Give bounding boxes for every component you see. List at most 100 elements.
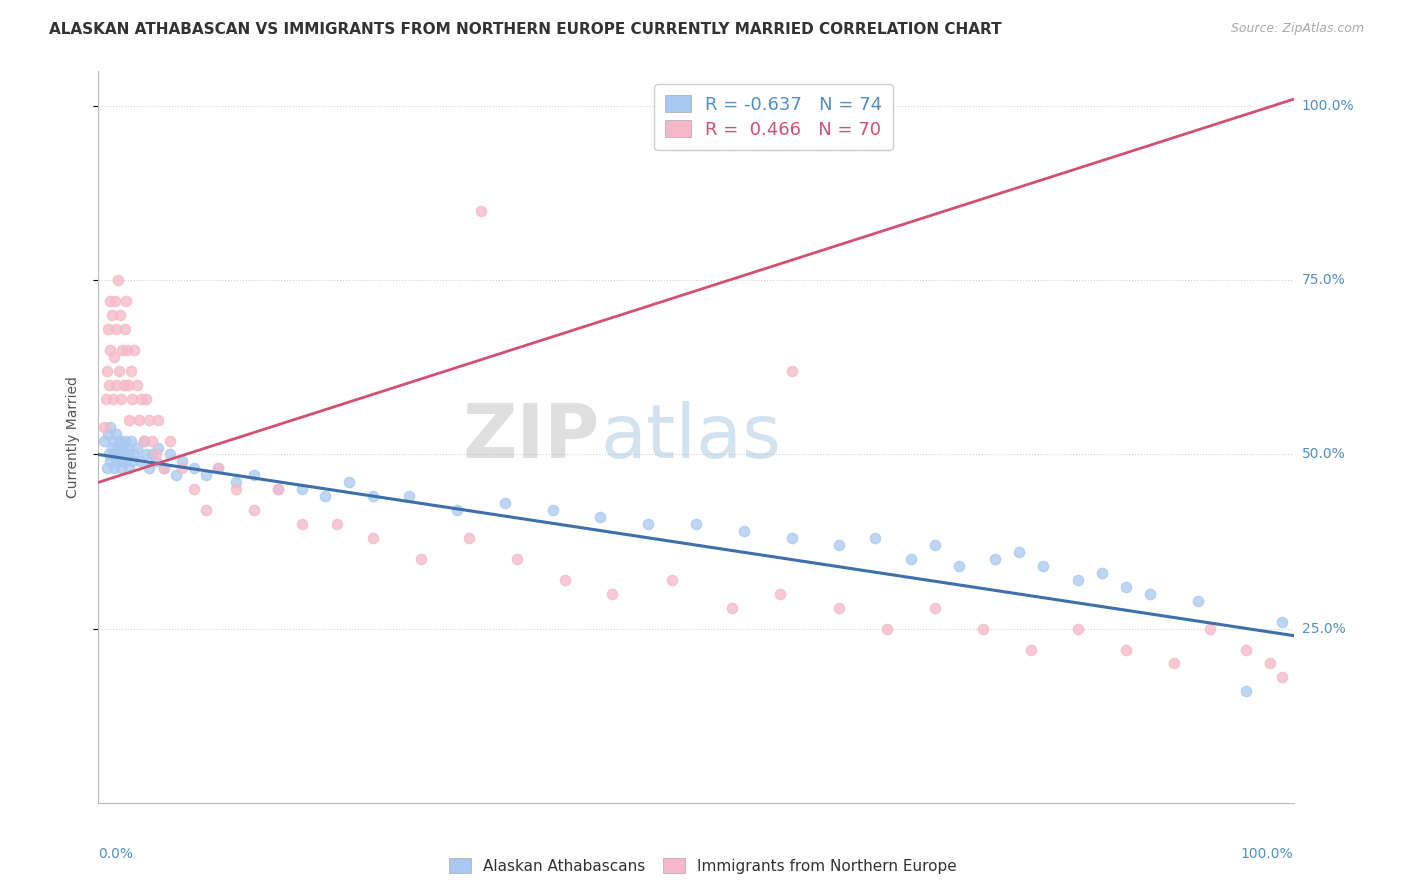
Point	[207, 461, 229, 475]
Point	[105, 322, 128, 336]
Point	[1163, 657, 1185, 671]
Point	[135, 392, 157, 406]
Point	[98, 419, 122, 434]
Point	[117, 448, 139, 462]
Point	[138, 461, 160, 475]
Point	[1187, 594, 1209, 608]
Point	[114, 434, 136, 448]
Point	[120, 364, 142, 378]
Point	[118, 412, 141, 426]
Point	[100, 308, 122, 322]
Point	[108, 434, 131, 448]
Point	[721, 600, 744, 615]
Point	[411, 552, 433, 566]
Point	[828, 538, 851, 552]
Point	[115, 454, 138, 468]
Point	[470, 203, 492, 218]
Point	[363, 489, 385, 503]
Point	[148, 412, 170, 426]
Point	[494, 496, 516, 510]
Point	[112, 377, 135, 392]
Point	[104, 448, 127, 462]
Point	[506, 552, 529, 566]
Point	[114, 322, 136, 336]
Point	[733, 524, 755, 538]
Point	[1258, 657, 1281, 671]
Point	[115, 343, 138, 357]
Point	[111, 454, 134, 468]
Point	[153, 461, 176, 475]
Point	[118, 461, 141, 475]
Point	[685, 517, 707, 532]
Point	[243, 468, 266, 483]
Point	[145, 448, 167, 462]
Text: atlas: atlas	[600, 401, 782, 474]
Point	[96, 461, 118, 475]
Point	[207, 461, 229, 475]
Point	[1199, 622, 1222, 636]
Point	[98, 454, 122, 468]
Point	[984, 552, 1007, 566]
Text: 75.0%: 75.0%	[1302, 273, 1346, 287]
Text: 100.0%: 100.0%	[1302, 99, 1354, 113]
Point	[972, 622, 994, 636]
Point	[554, 573, 576, 587]
Point	[105, 377, 128, 392]
Point	[828, 600, 851, 615]
Point	[108, 308, 131, 322]
Point	[105, 426, 128, 441]
Point	[141, 434, 163, 448]
Text: 50.0%: 50.0%	[1302, 448, 1346, 461]
Point	[97, 322, 120, 336]
Point	[661, 573, 683, 587]
Point	[117, 377, 139, 392]
Point	[110, 392, 132, 406]
Point	[1067, 573, 1090, 587]
Point	[110, 461, 132, 475]
Point	[637, 517, 659, 532]
Point	[1271, 615, 1294, 629]
Point	[541, 503, 564, 517]
Point	[172, 461, 194, 475]
Point	[291, 517, 314, 532]
Point	[141, 448, 163, 462]
Text: 0.0%: 0.0%	[98, 847, 134, 861]
Point	[1115, 580, 1137, 594]
Point	[112, 448, 135, 462]
Point	[107, 364, 129, 378]
Point	[1067, 622, 1090, 636]
Point	[1234, 684, 1257, 698]
Point	[267, 483, 290, 497]
Point	[225, 483, 247, 497]
Point	[98, 377, 121, 392]
Point	[243, 503, 266, 517]
Point	[115, 441, 138, 455]
Point	[924, 600, 946, 615]
Point	[132, 434, 155, 448]
Point	[101, 434, 124, 448]
Point	[1139, 587, 1161, 601]
Point	[900, 552, 922, 566]
Point	[768, 587, 790, 601]
Point	[124, 343, 146, 357]
Point	[132, 434, 155, 448]
Point	[159, 448, 181, 462]
Point	[94, 392, 117, 406]
Point	[124, 448, 146, 462]
Point	[315, 489, 337, 503]
Text: 100.0%: 100.0%	[1241, 847, 1294, 861]
Point	[138, 412, 160, 426]
Point	[780, 531, 803, 545]
Point	[103, 461, 125, 475]
Point	[780, 364, 803, 378]
Point	[111, 343, 134, 357]
Text: ALASKAN ATHABASCAN VS IMMIGRANTS FROM NORTHERN EUROPE CURRENTLY MARRIED CORRELAT: ALASKAN ATHABASCAN VS IMMIGRANTS FROM NO…	[49, 22, 1002, 37]
Point	[458, 531, 481, 545]
Point	[107, 273, 129, 287]
Point	[115, 294, 138, 309]
Point	[183, 461, 205, 475]
Point	[398, 489, 420, 503]
Text: 25.0%: 25.0%	[1302, 622, 1346, 636]
Point	[225, 475, 247, 490]
Point	[100, 441, 122, 455]
